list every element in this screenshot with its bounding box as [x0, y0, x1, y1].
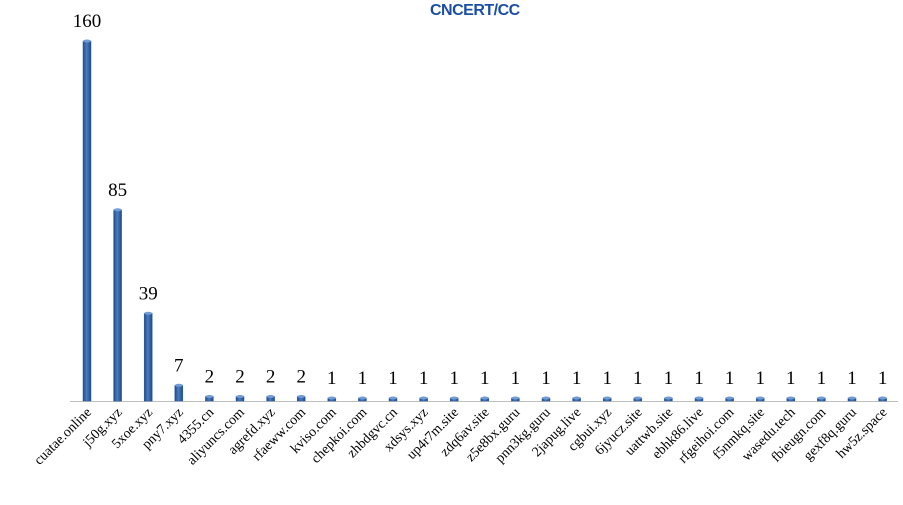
- bar-cuatae.online: [82, 40, 92, 402]
- value-label-rfgeihoi.com: 1: [725, 368, 735, 389]
- value-label-uattwb.site: 1: [664, 368, 674, 389]
- bar-cap-rfgeihoi.com: [725, 396, 734, 400]
- bar-cap-aliyuncs.com: [236, 395, 244, 398]
- bar-cap-z5e8bx.guru: [511, 396, 520, 400]
- bar-cap-chepkoi.com: [358, 396, 367, 400]
- bar-cap-5xoe.xyz: [144, 311, 153, 315]
- bar-cap-uattwb.site: [664, 396, 673, 400]
- bar-cap-fbieugn.com: [817, 396, 826, 400]
- cncert-watermark: CNCERT/CC: [430, 2, 520, 19]
- value-label-pnn3kg.guru: 1: [541, 368, 551, 389]
- value-label-zdq6av.site: 1: [480, 368, 490, 389]
- bar-cap-cgbui.xyz: [603, 396, 612, 400]
- bar-cap-rfaeww.com: [297, 395, 306, 398]
- value-label-xdsys.xyz: 1: [419, 368, 429, 389]
- bar-cap-xdsys.xyz: [419, 396, 428, 400]
- value-label-zhbdgvc.cn: 1: [388, 368, 398, 389]
- value-label-6jyucz.site: 1: [633, 368, 643, 389]
- value-label-wasedu.tech: 1: [786, 368, 796, 389]
- value-label-gexf8q.guru: 1: [847, 368, 857, 389]
- value-label-5xoe.xyz: 39: [139, 283, 158, 304]
- value-label-j50g.xyz: 85: [108, 180, 127, 201]
- value-label-pny7.xyz: 7: [174, 355, 184, 376]
- bar-cap-hw5z.space: [878, 396, 887, 400]
- value-label-rfaeww.com: 2: [296, 367, 306, 388]
- bar-cap-zdq6av.site: [480, 396, 489, 400]
- value-label-f5nmkq.site: 1: [755, 368, 765, 389]
- value-label-hw5z.space: 1: [878, 368, 888, 389]
- bar-cap-cuatae.online: [83, 39, 91, 43]
- value-label-ebhk86.live: 1: [694, 368, 704, 389]
- value-label-4355.cn: 2: [205, 367, 215, 388]
- bar-cap-kviso.com: [327, 396, 336, 400]
- bar-cap-6jyucz.site: [633, 396, 642, 400]
- bar-cap-2japug.live: [572, 396, 581, 400]
- bar-cap-4355.cn: [205, 395, 214, 398]
- value-label-kviso.com: 1: [327, 368, 337, 389]
- bar-cap-gexf8q.guru: [848, 396, 856, 400]
- value-label-chepkoi.com: 1: [358, 368, 368, 389]
- value-label-2japug.live: 1: [572, 368, 582, 389]
- bar-5xoe.xyz: [143, 313, 153, 402]
- bar-pny7.xyz: [174, 385, 184, 402]
- bar-cap-pny7.xyz: [174, 383, 183, 387]
- bar-j50g.xyz: [113, 209, 122, 402]
- value-label-cgbui.xyz: 1: [602, 368, 612, 389]
- bar-cap-wasedu.tech: [786, 396, 795, 400]
- value-label-fbieugn.com: 1: [817, 368, 827, 389]
- bar-cap-pnn3kg.guru: [542, 396, 550, 400]
- bar-cap-up4r7m.site: [450, 396, 459, 400]
- bar-cap-zhbdgvc.cn: [389, 396, 397, 400]
- value-label-aliyuncs.com: 2: [235, 367, 245, 388]
- value-label-up4r7m.site: 1: [449, 368, 459, 389]
- bar-cap-f5nmkq.site: [756, 396, 765, 400]
- bar-cap-ebhk86.live: [695, 396, 703, 400]
- bar-cap-agrefd.xyz: [266, 395, 275, 398]
- value-label-agrefd.xyz: 2: [266, 367, 276, 388]
- value-label-cuatae.online: 160: [73, 11, 102, 32]
- value-label-z5e8bx.guru: 1: [511, 368, 521, 389]
- bar-cap-j50g.xyz: [113, 208, 122, 212]
